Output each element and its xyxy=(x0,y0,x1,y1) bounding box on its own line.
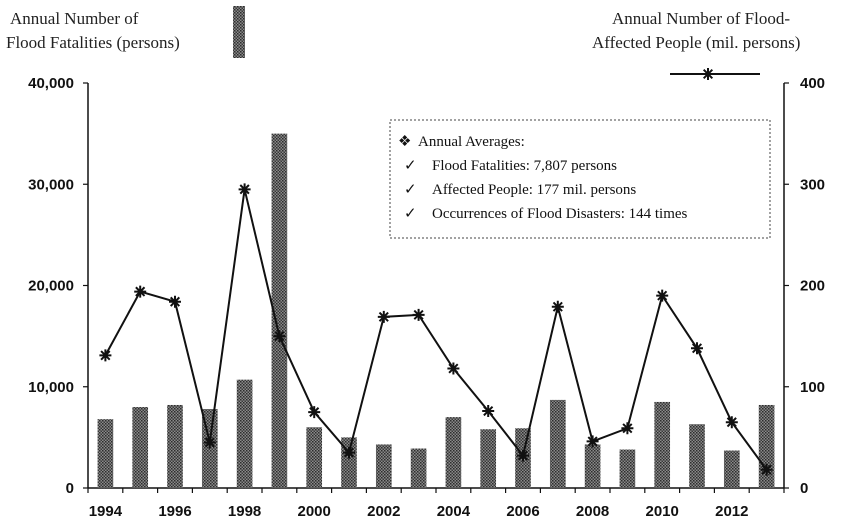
info-box: ❖ Annual Averages: ✓ Flood Fatalities: 7… xyxy=(389,119,771,239)
bar-fatalities xyxy=(445,417,462,488)
line-point-marker xyxy=(656,289,669,302)
bar-fatalities xyxy=(97,419,114,488)
info-check-3: ✓ xyxy=(404,206,417,222)
line-point-marker xyxy=(482,405,495,418)
bar-fatalities xyxy=(549,399,566,488)
x-tick-label: 2012 xyxy=(715,503,748,520)
bar-series xyxy=(97,133,775,488)
x-tick-label: 2010 xyxy=(646,503,679,520)
right-tick-label: 0 xyxy=(800,480,808,497)
legend-asterisk-icon xyxy=(702,68,714,80)
right-legend-title-line2: Affected People (mil. persons) xyxy=(592,33,800,52)
right-legend-title-line1: Annual Number of Flood- xyxy=(612,9,790,28)
info-item-affected: Affected People: 177 mil. persons xyxy=(432,182,636,198)
info-check-2: ✓ xyxy=(404,182,417,198)
bar-legend-swatch xyxy=(233,6,245,58)
bar-fatalities xyxy=(271,133,288,488)
x-tick-label: 1996 xyxy=(158,503,191,520)
left-tick-label: 10,000 xyxy=(28,379,74,396)
line-series xyxy=(99,183,773,476)
bar-fatalities xyxy=(132,407,149,488)
line-point-marker xyxy=(169,295,181,308)
bar-fatalities xyxy=(410,448,427,488)
line-point-marker xyxy=(551,300,564,313)
x-tick-label: 2006 xyxy=(506,503,539,520)
line-point-marker xyxy=(586,435,599,448)
info-heading-marker: ❖ xyxy=(398,134,411,150)
x-tick-label: 2008 xyxy=(576,503,609,520)
left-tick-label: 40,000 xyxy=(28,75,74,92)
info-item-occurrences: Occurrences of Flood Disasters: 144 time… xyxy=(432,206,688,222)
left-tick-label: 0 xyxy=(66,480,74,497)
bar-fatalities xyxy=(375,444,392,488)
x-tick-label: 2004 xyxy=(437,503,471,520)
right-tick-label: 200 xyxy=(800,278,825,295)
line-point-marker xyxy=(377,310,390,323)
bar-fatalities xyxy=(167,404,183,488)
left-legend-title-line2: Flood Fatalities (persons) xyxy=(6,33,180,52)
x-tick-label: 2000 xyxy=(298,503,331,520)
right-tick-label: 400 xyxy=(800,75,825,92)
bar-fatalities xyxy=(654,401,671,488)
x-tick-label: 1998 xyxy=(228,503,261,520)
bar-fatalities xyxy=(619,449,636,488)
right-tick-label: 100 xyxy=(800,379,825,396)
line-point-marker xyxy=(517,449,529,462)
bar-fatalities xyxy=(480,429,497,488)
affected-line xyxy=(104,189,768,471)
info-heading: Annual Averages: xyxy=(418,134,525,150)
line-point-marker xyxy=(203,436,216,449)
bar-fatalities xyxy=(689,424,705,488)
x-tick-label: 1994 xyxy=(89,503,123,520)
line-point-marker xyxy=(621,422,634,435)
line-point-marker xyxy=(238,183,251,196)
line-point-marker xyxy=(725,416,738,429)
right-tick-label: 300 xyxy=(800,176,825,193)
info-check-1: ✓ xyxy=(404,158,417,174)
x-tick-label: 2002 xyxy=(367,503,400,520)
left-legend-title-line1: Annual Number of xyxy=(10,9,139,28)
bar-fatalities xyxy=(306,427,323,488)
line-legend-swatch xyxy=(670,68,760,80)
line-point-marker xyxy=(273,330,286,343)
line-point-marker xyxy=(308,406,321,419)
bar-fatalities xyxy=(584,444,601,488)
left-tick-label: 20,000 xyxy=(28,278,74,295)
line-point-marker xyxy=(343,446,355,459)
line-point-marker xyxy=(134,285,147,298)
line-point-marker xyxy=(447,362,460,375)
line-point-marker xyxy=(760,463,773,476)
info-item-fatalities: Flood Fatalities: 7,807 persons xyxy=(432,158,617,174)
line-point-marker xyxy=(99,349,112,362)
line-point-marker xyxy=(412,308,425,321)
left-tick-label: 30,000 xyxy=(28,176,74,193)
bar-fatalities xyxy=(723,450,740,488)
line-point-marker xyxy=(691,342,703,355)
bar-fatalities xyxy=(236,379,253,488)
axes: 0 10,000 20,000 30,000 40,000 0 100 200 300 400 19… xyxy=(28,75,825,520)
